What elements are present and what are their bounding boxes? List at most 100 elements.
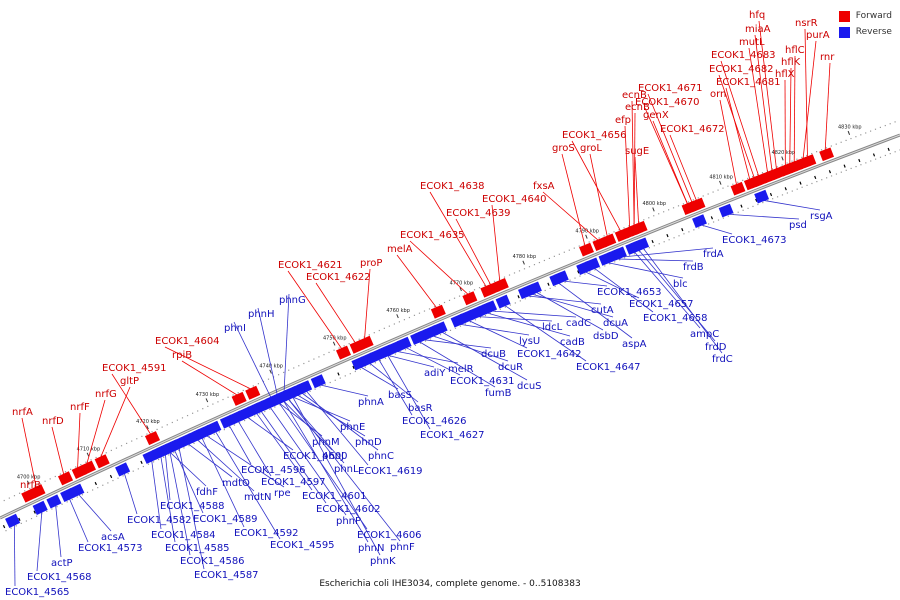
gene-label[interactable]: ECOK1_4595: [270, 540, 335, 551]
gene-label[interactable]: frdC: [712, 354, 733, 365]
gene-label[interactable]: ecnB: [622, 90, 647, 101]
gene-label[interactable]: ECOK1_4604: [155, 336, 220, 347]
gene-label[interactable]: phnD: [355, 437, 382, 448]
gene-label[interactable]: basS: [388, 390, 412, 401]
gene-label[interactable]: groL: [580, 143, 602, 154]
gene-block[interactable]: [482, 300, 498, 315]
gene-label[interactable]: ECOK1_4596: [241, 465, 306, 476]
gene-label[interactable]: ECOK1_4682: [709, 64, 774, 75]
gene-label[interactable]: nrfD: [42, 416, 64, 427]
gene-label[interactable]: ampC: [690, 329, 719, 340]
gene-label[interactable]: ECOK1_4584: [151, 530, 216, 541]
gene-label[interactable]: ECOK1_4639: [446, 208, 511, 219]
gene-label[interactable]: ECOK1_4657: [629, 299, 694, 310]
gene-block[interactable]: [692, 214, 707, 229]
gene-block[interactable]: [730, 181, 746, 196]
gene-block[interactable]: [336, 345, 352, 360]
gene-label[interactable]: rsgA: [810, 211, 833, 222]
gene-label[interactable]: ECOK1_4673: [722, 235, 787, 246]
gene-block[interactable]: [5, 513, 21, 528]
gene-block[interactable]: [579, 242, 594, 257]
gene-label[interactable]: frdD: [705, 342, 727, 353]
gene-label[interactable]: gltP: [120, 376, 139, 387]
gene-label[interactable]: orn: [710, 89, 726, 100]
gene-label[interactable]: purA: [806, 30, 830, 41]
gene-label[interactable]: hflK: [781, 57, 801, 68]
gene-label[interactable]: genX: [643, 110, 669, 121]
gene-label[interactable]: dcuB: [481, 349, 506, 360]
gene-label[interactable]: ECOK1_4683: [711, 50, 776, 61]
gene-label[interactable]: nrfB: [20, 480, 41, 491]
gene-label[interactable]: aspA: [622, 339, 647, 350]
gene-label[interactable]: fdhF: [196, 487, 218, 498]
gene-label[interactable]: groS: [552, 143, 575, 154]
gene-label[interactable]: ECOK1_4587: [194, 570, 259, 581]
gene-label[interactable]: ECOK1_4638: [420, 181, 485, 192]
gene-label[interactable]: ECOK1_4585: [165, 543, 230, 554]
gene-block[interactable]: [80, 460, 96, 475]
gene-label[interactable]: ECOK1_4647: [576, 362, 641, 373]
gene-label[interactable]: phnG: [279, 295, 306, 306]
gene-label[interactable]: ECOK1_4582: [127, 515, 192, 526]
gene-label[interactable]: mdtO: [222, 478, 250, 489]
gene-label[interactable]: actP: [51, 558, 73, 569]
gene-label[interactable]: ECOK1_4597: [261, 477, 326, 488]
gene-block[interactable]: [160, 441, 176, 456]
gene-block[interactable]: [430, 304, 446, 319]
gene-label[interactable]: phnI: [224, 323, 246, 334]
gene-block[interactable]: [57, 471, 74, 486]
gene-label[interactable]: ECOK1_4653: [597, 287, 662, 298]
gene-label[interactable]: basR: [408, 403, 433, 414]
gene-label[interactable]: ECOK1_4600: [283, 451, 348, 462]
gene-label[interactable]: cadB: [560, 337, 585, 348]
gene-block[interactable]: [495, 294, 511, 309]
gene-label[interactable]: rnr: [820, 52, 835, 63]
gene-block[interactable]: [493, 278, 509, 292]
gene-block[interactable]: [396, 336, 412, 351]
gene-label[interactable]: phnM: [312, 437, 340, 448]
gene-label[interactable]: rpiB: [172, 350, 192, 361]
gene-block[interactable]: [526, 281, 542, 296]
gene-label[interactable]: ECOK1_4602: [316, 504, 381, 515]
gene-label[interactable]: cutA: [591, 305, 614, 316]
gene-block[interactable]: [634, 237, 650, 252]
gene-label[interactable]: ECOK1_4681: [716, 77, 781, 88]
gene-label[interactable]: hfq: [749, 10, 765, 21]
gene-label[interactable]: phnN: [358, 543, 385, 554]
gene-label[interactable]: ECOK1_4589: [193, 514, 258, 525]
gene-label[interactable]: dcuA: [603, 318, 628, 329]
gene-block[interactable]: [310, 374, 326, 389]
gene-label[interactable]: ECOK1_4671: [638, 83, 703, 94]
gene-label[interactable]: nrfG: [95, 389, 117, 400]
gene-label[interactable]: dcuS: [517, 381, 542, 392]
gene-label[interactable]: adiY: [424, 368, 446, 379]
gene-label[interactable]: ECOK1_4635: [400, 230, 465, 241]
gene-block[interactable]: [611, 246, 627, 261]
gene-label[interactable]: ECOK1_4606: [357, 530, 422, 541]
gene-label[interactable]: ECOK1_4656: [562, 130, 627, 141]
gene-label[interactable]: proP: [360, 258, 382, 269]
gene-label[interactable]: hflC: [785, 45, 805, 56]
gene-block[interactable]: [69, 483, 85, 498]
gene-label[interactable]: mdtN: [244, 492, 272, 503]
gene-label[interactable]: ECOK1_4601: [302, 491, 367, 502]
gene-label[interactable]: blc: [673, 279, 688, 290]
gene-block[interactable]: [32, 500, 48, 515]
gene-block[interactable]: [144, 431, 161, 446]
gene-label[interactable]: ECOK1_4672: [660, 124, 725, 135]
gene-label[interactable]: acsA: [101, 532, 125, 543]
gene-block[interactable]: [46, 494, 62, 509]
gene-label[interactable]: ECOK1_4592: [234, 528, 299, 539]
gene-label[interactable]: melA: [387, 244, 413, 255]
gene-block[interactable]: [297, 380, 313, 395]
gene-label[interactable]: phnE: [340, 422, 365, 433]
gene-label[interactable]: hflX: [775, 69, 795, 80]
gene-label[interactable]: rpe: [274, 488, 291, 499]
gene-label[interactable]: sugE: [625, 146, 649, 157]
gene-label[interactable]: ECOK1_4568: [27, 572, 92, 583]
gene-label[interactable]: psd: [789, 220, 807, 231]
gene-label[interactable]: cadC: [566, 318, 591, 329]
gene-label[interactable]: ECOK1_4573: [78, 543, 143, 554]
gene-label[interactable]: nrfF: [70, 402, 90, 413]
gene-label[interactable]: miaA: [745, 24, 771, 35]
